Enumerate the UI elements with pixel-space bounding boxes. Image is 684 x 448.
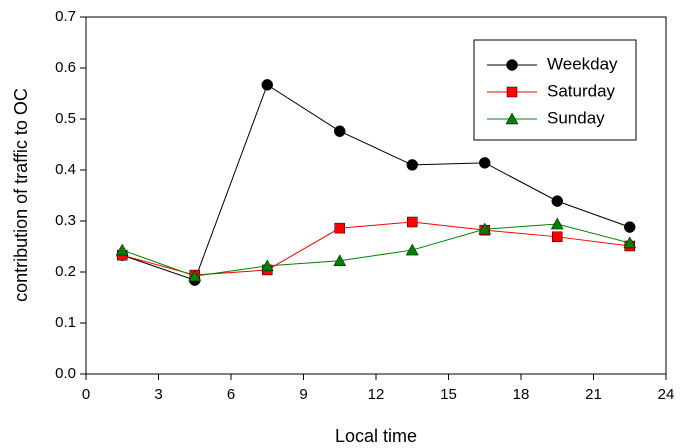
x-tick-label: 15	[440, 386, 457, 403]
marker	[551, 195, 563, 207]
y-tick-label: 0.6	[55, 59, 76, 76]
x-tick-label: 0	[82, 386, 90, 403]
x-tick-label: 3	[154, 386, 162, 403]
series-line	[122, 221, 630, 276]
marker	[334, 222, 345, 234]
marker	[115, 243, 129, 256]
marker	[623, 236, 637, 249]
marker	[261, 79, 273, 91]
legend-label: Saturday	[547, 81, 616, 100]
marker	[405, 243, 419, 256]
y-axis-label: contribution of traffic to OC	[11, 88, 31, 302]
x-axis-label: Local time	[335, 426, 417, 446]
x-tick-label: 12	[368, 386, 385, 403]
legend-marker	[506, 59, 518, 71]
y-tick-label: 0.4	[55, 161, 76, 178]
marker	[188, 269, 202, 282]
marker	[260, 259, 274, 272]
legend-marker	[505, 112, 519, 125]
marker	[407, 216, 418, 228]
marker	[624, 221, 636, 233]
marker	[406, 159, 418, 171]
legend-label: Weekday	[547, 54, 618, 73]
y-tick-label: 0.0	[55, 365, 76, 382]
x-tick-label: 6	[227, 386, 235, 403]
marker	[478, 222, 492, 235]
y-tick-label: 0.7	[55, 8, 76, 25]
x-tick-label: 24	[658, 386, 675, 403]
marker	[334, 125, 346, 137]
y-tick-label: 0.1	[55, 314, 76, 331]
marker	[333, 254, 347, 267]
y-tick-label: 0.3	[55, 212, 76, 229]
marker	[552, 231, 563, 243]
series-line	[122, 84, 630, 281]
legend-marker	[506, 86, 518, 98]
y-tick-label: 0.5	[55, 110, 76, 127]
legend-label: Sunday	[547, 108, 605, 127]
x-tick-label: 21	[585, 386, 602, 403]
y-tick-label: 0.2	[55, 263, 76, 280]
x-tick-label: 18	[513, 386, 530, 403]
marker	[479, 157, 491, 169]
series-line	[122, 223, 630, 277]
x-tick-label: 9	[299, 386, 307, 403]
marker	[550, 217, 564, 230]
legend-box	[473, 39, 637, 141]
